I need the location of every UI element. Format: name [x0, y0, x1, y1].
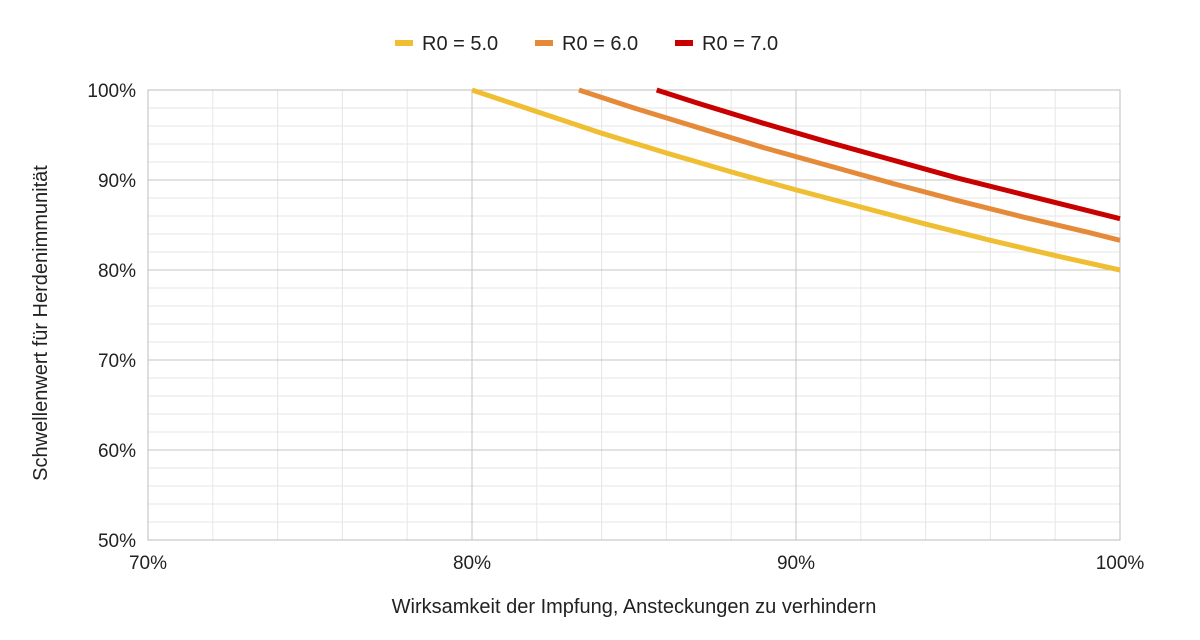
y-tick-label: 60% — [98, 441, 136, 462]
legend-label: R0 = 6.0 — [562, 33, 638, 55]
y-tick-label: 90% — [98, 171, 136, 192]
y-tick-label: 80% — [98, 261, 136, 282]
series-line-3 — [655, 87, 1121, 222]
x-tick-label: 100% — [1096, 553, 1145, 574]
major-gridlines — [147, 89, 1121, 541]
y-tick-label: 70% — [98, 351, 136, 372]
x-axis-title: Wirksamkeit der Impfung, Ansteckungen zu… — [392, 596, 877, 618]
plot-area-border — [147, 89, 1121, 541]
y-axis-tick-labels: 50% 60% 70% 80% 90% 100% — [87, 81, 136, 552]
legend-label: R0 = 7.0 — [702, 33, 778, 55]
x-tick-label: 90% — [777, 553, 815, 574]
minor-gridlines — [147, 89, 1121, 541]
series-lines — [471, 87, 1121, 273]
y-tick-label: 50% — [98, 531, 136, 552]
series-line-1 — [471, 87, 1121, 273]
x-tick-label: 80% — [453, 553, 491, 574]
x-axis-tick-labels: 70% 80% 90% 100% — [129, 553, 1144, 574]
series-line-2 — [578, 87, 1121, 243]
x-tick-label: 70% — [129, 553, 167, 574]
legend: R0 = 5.0 R0 = 6.0 R0 = 7.0 — [395, 33, 778, 55]
y-axis-title: Schwellenwert für Herdenimmunität — [30, 165, 52, 481]
y-tick-label: 100% — [87, 81, 136, 102]
legend-label: R0 = 5.0 — [422, 33, 498, 55]
